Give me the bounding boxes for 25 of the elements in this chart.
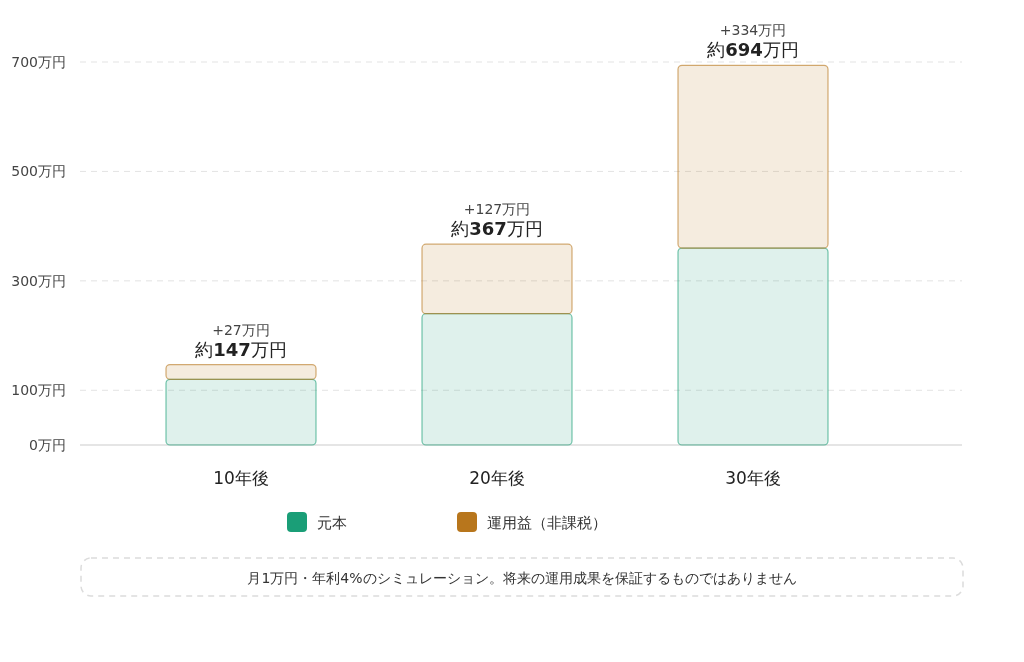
bar [165,363,317,380]
total-label: 約147万円 [195,338,287,360]
bar [677,247,829,446]
x-tick-label: 20年後 [469,468,525,488]
legend-label: 運用益（非課税） [487,514,607,532]
total-label: 約694万円 [707,39,799,61]
text: 月1万円・年利4%のシミュレーション。将来の運用成果を保証するものではありません [247,570,797,586]
legend-label: 元本 [317,514,347,532]
x-tick-label: 10年後 [213,468,269,488]
data-label: +334万円 [719,22,787,39]
y-tick-label: 0万円 [29,437,66,453]
y-tick-label: 500万円 [11,163,66,180]
bar [421,243,573,315]
legend-item: 運用益（非課税） [457,512,607,532]
y-tick-label: 300万円 [11,272,66,289]
bar [421,313,573,446]
y-tick-label: 100万円 [11,382,66,399]
total-label: 約367万円 [451,218,543,240]
data-label: +27万円 [212,321,270,338]
data-label: +127万円 [463,201,531,218]
x-tick-label: 30年後 [725,468,781,488]
legend-item: 元本 [287,512,347,532]
bar [165,378,317,446]
bar [677,64,829,249]
y-tick-label: 700万円 [11,54,66,70]
